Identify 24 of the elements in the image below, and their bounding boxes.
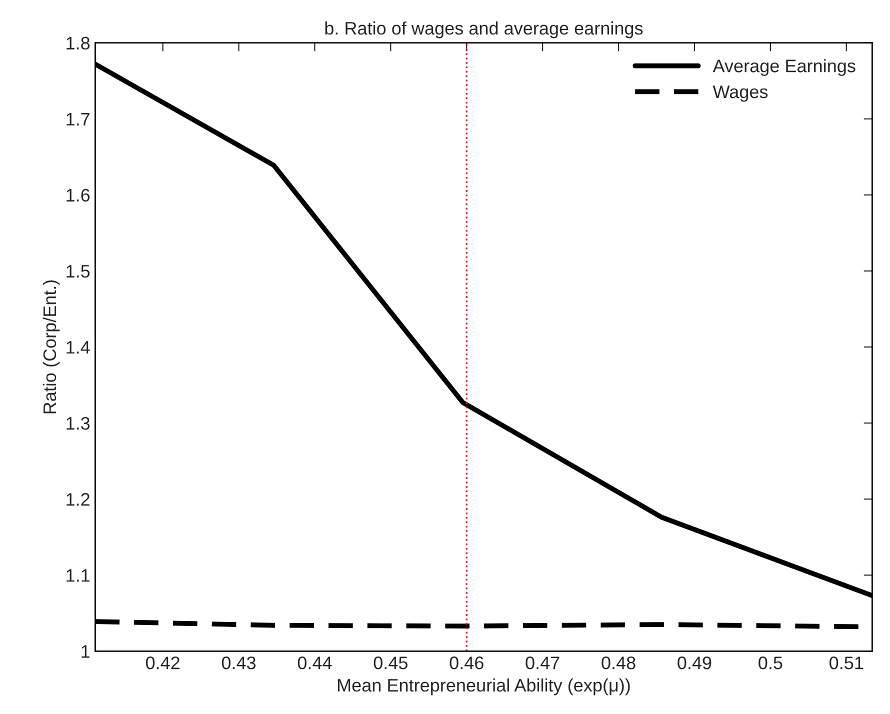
- x-tick-label: 0.47: [526, 656, 560, 670]
- x-tick-label: 0.46: [450, 656, 484, 670]
- x-tick-label: 0.51: [830, 656, 864, 670]
- y-tick-label: 1.6: [66, 188, 90, 202]
- y-tick-label: 1.4: [66, 341, 90, 354]
- y-tick-label: 1.3: [66, 416, 90, 430]
- legend-label: Wages: [712, 86, 768, 102]
- x-tick-label: 0.5: [758, 656, 782, 670]
- x-tick-label: 0.44: [298, 656, 332, 670]
- x-tick-label: 0.43: [222, 656, 256, 670]
- y-tick-label: 1: [82, 645, 90, 658]
- x-axis-title: Mean Entrepreneurial Ability (exp(μ)): [338, 678, 630, 696]
- x-tick-label: 0.48: [602, 656, 636, 670]
- y-tick-label: 1.2: [66, 493, 90, 506]
- x-tick-label: 0.45: [374, 656, 408, 670]
- y-tick-label: 1.1: [66, 569, 90, 582]
- y-tick-label: 1.7: [66, 113, 90, 126]
- chart-title: b. Ratio of wages and average earnings: [325, 21, 643, 38]
- x-tick-label: 0.42: [146, 656, 180, 670]
- x-tick-label: 0.49: [678, 656, 712, 670]
- legend-label: Average Earnings: [712, 59, 856, 76]
- y-axis-title: Ratio (Corp/Ent.): [42, 280, 60, 414]
- y-tick-label: 1.5: [66, 265, 90, 278]
- y-tick-label: 1.8: [66, 36, 90, 50]
